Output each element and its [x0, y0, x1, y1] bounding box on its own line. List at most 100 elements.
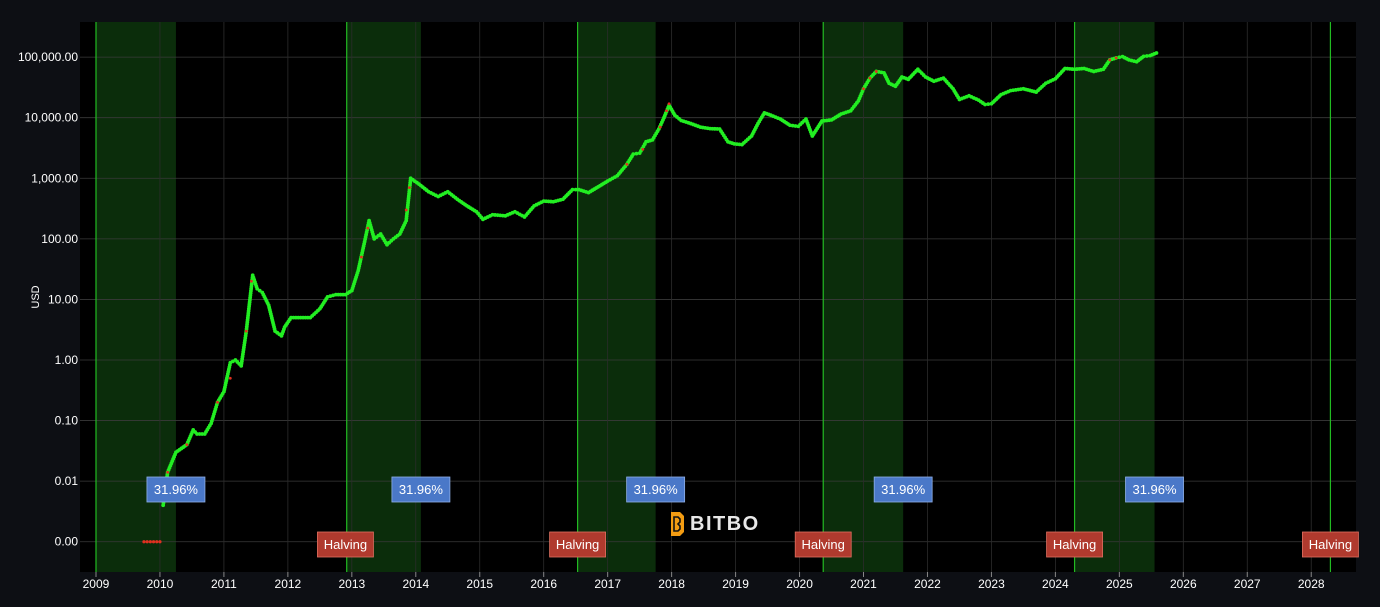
- y-axis: 0.00 0.01 0.10 1.00 10.00 100.00 1,000.00 10,00…: [18, 50, 78, 549]
- highlight-point-19: [1108, 58, 1112, 62]
- price-point-129: [1154, 51, 1159, 55]
- x-tick-label-2018: 2018: [658, 577, 685, 591]
- bitbo-logo-mark: [673, 516, 681, 532]
- highlight-point-11: [625, 162, 629, 166]
- early-price-point-4: [158, 540, 162, 544]
- bitbo-watermark: BITBO: [671, 512, 760, 536]
- price-point-fill-84-1: [790, 123, 795, 128]
- period-label-box-2: [391, 476, 451, 503]
- period-label-text-5: 31.96%: [1132, 482, 1177, 497]
- highlight-point-16: [862, 87, 865, 91]
- y-tick-label-7: 1,000.00: [31, 171, 78, 185]
- halving-label-text-1: Halving: [324, 537, 367, 552]
- early-price-point-fill-1-1: [145, 540, 149, 544]
- x-tick-label-2026: 2026: [1170, 577, 1197, 591]
- x-tick-label-2011: 2011: [211, 577, 237, 591]
- early-price-point-2: [148, 540, 152, 544]
- y-tick-label-5: 10.00: [48, 292, 78, 306]
- highlight-point-14: [665, 109, 668, 113]
- halving-label-text-3: Halving: [802, 537, 845, 552]
- highlight-points: [166, 56, 1118, 474]
- x-tick-label-2020: 2020: [786, 577, 813, 591]
- x-tick-label-2024: 2024: [1042, 577, 1069, 591]
- halving-label-text-4: Halving: [1053, 537, 1096, 552]
- early-price-point-3: [155, 540, 159, 544]
- y-tick-label-4: 1.00: [55, 353, 79, 367]
- halving-label-box-4: [1046, 531, 1103, 558]
- y-axis-label: USD: [30, 285, 42, 308]
- period-label-2: 31.96%: [391, 476, 451, 503]
- halving-label-text-2: Halving: [556, 537, 599, 552]
- x-tick-label-2027: 2027: [1234, 577, 1261, 591]
- x-tick-label-2028: 2028: [1298, 577, 1325, 591]
- x-tick-label-2023: 2023: [978, 577, 1005, 591]
- x-tick-label-2014: 2014: [402, 577, 429, 591]
- halving-label-1: Halving: [317, 531, 374, 558]
- halving-label-box-5: [1302, 531, 1359, 558]
- highlight-point-7: [360, 255, 363, 259]
- period-label-box-3: [626, 476, 686, 503]
- highlight-point-4: [228, 376, 232, 380]
- period-label-box-1: [146, 476, 206, 503]
- halving-label-3: Halving: [794, 531, 852, 558]
- price-point-fill-123-1: [1117, 55, 1122, 60]
- halving-label-box-1: [317, 531, 374, 558]
- halving-label-4: Halving: [1046, 531, 1103, 558]
- halving-label-box-3: [794, 531, 852, 558]
- highlight-point-15: [667, 102, 671, 106]
- x-tick-label-2015: 2015: [466, 577, 493, 591]
- period-label-1: 31.96%: [146, 476, 206, 503]
- highlight-point-8: [366, 226, 370, 230]
- halving-labels: Halving Halving Halving Halving Halving: [317, 531, 1359, 558]
- x-tick-label-2022: 2022: [914, 577, 941, 591]
- highlight-point-2: [185, 443, 189, 447]
- highlight-point-17: [868, 76, 872, 80]
- halving-label-5: Halving: [1302, 531, 1359, 558]
- halving-label-box-2: [549, 531, 607, 558]
- price-point-109: [983, 102, 987, 107]
- halving-lines: [95, 22, 1332, 572]
- price-point-63: [631, 152, 636, 157]
- highlight-point-18: [874, 70, 878, 73]
- x-tick-label-2019: 2019: [722, 577, 749, 591]
- x-axis: 2009 2010 2011 2012 2013 2014 2015 2016 2017 2018…: [83, 572, 1325, 591]
- price-points: [142, 51, 1159, 544]
- price-point-127: [1141, 54, 1146, 59]
- y-tick-label-6: 100.00: [41, 232, 78, 246]
- period-label-text-4: 31.96%: [881, 482, 926, 497]
- highlight-point-9: [404, 208, 408, 212]
- y-tick-label-8: 10,000.00: [25, 111, 79, 125]
- x-tick-label-2016: 2016: [530, 577, 557, 591]
- watermark-text: BITBO: [690, 513, 760, 535]
- x-tick-label-2021: 2021: [850, 577, 877, 591]
- highlight-point-3: [216, 400, 219, 404]
- period-labels: 31.96% 31.96% 31.96% 31.96% 31.96%: [146, 476, 1184, 503]
- price-point-fill-127-1: [1144, 54, 1149, 58]
- highlight-point-13: [658, 125, 662, 129]
- period-label-5: 31.96%: [1125, 476, 1184, 503]
- period-label-box-5: [1125, 476, 1184, 503]
- period-label-box-4: [873, 476, 933, 503]
- halving-label-2: Halving: [549, 531, 607, 558]
- y-tick-label-3: 0.10: [55, 414, 79, 428]
- highlight-point-1: [166, 470, 170, 474]
- period-label-4: 31.96%: [873, 476, 933, 503]
- y-tick-label-1: 0.00: [55, 535, 79, 549]
- x-tick-label-2025: 2025: [1106, 577, 1133, 591]
- highlight-point-10: [407, 186, 411, 190]
- price-point-fill-109-1: [986, 102, 991, 107]
- early-price-point-1: [142, 540, 146, 544]
- period-label-text-3: 31.96%: [634, 482, 679, 497]
- period-label-text-2: 31.96%: [399, 482, 444, 497]
- price-point-56: [570, 187, 575, 192]
- highlight-point-12: [641, 147, 645, 151]
- price-point-fill-63-1: [634, 151, 639, 156]
- x-tick-label-2010: 2010: [147, 577, 174, 591]
- early-price-point-fill-2-1: [151, 540, 156, 544]
- x-tick-label-2017: 2017: [594, 577, 621, 591]
- price-point-84: [788, 123, 792, 128]
- x-tick-label-2009: 2009: [83, 577, 110, 591]
- halving-label-text-5: Halving: [1309, 537, 1352, 552]
